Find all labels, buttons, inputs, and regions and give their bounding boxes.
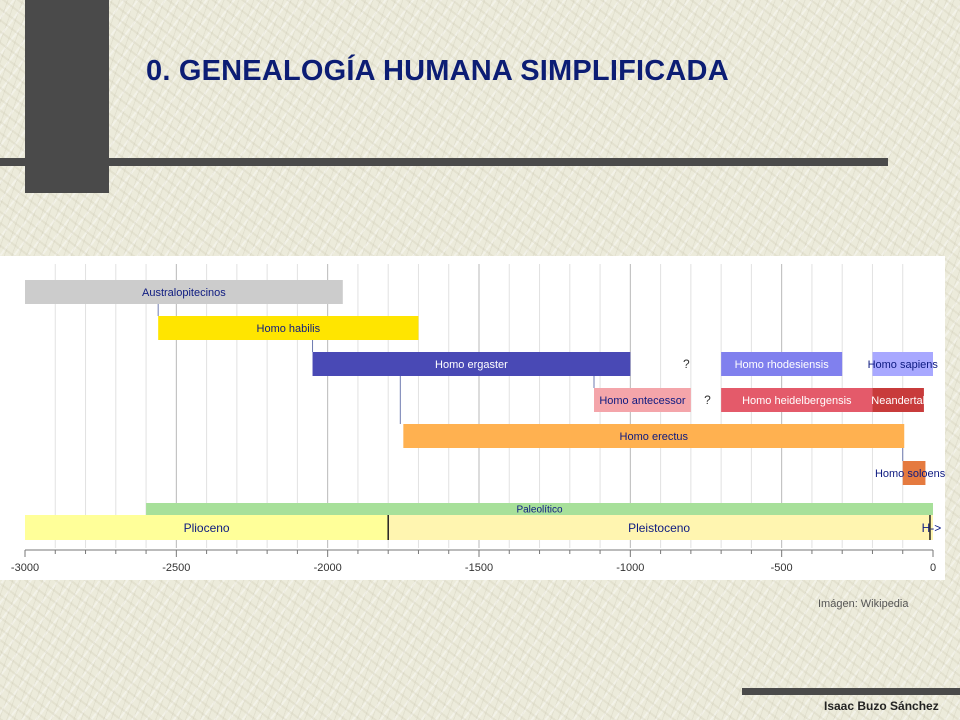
title-divider-rule: [0, 158, 888, 166]
bar-label-homo-rhodesiensis: Homo rhodesiensis: [735, 359, 830, 371]
bar-homo-erectus: [403, 424, 905, 448]
bar-label-homo-heidelbergensis: Homo heidelbergensis: [742, 395, 852, 407]
x-axis: -3000 -2500 -2000 -1500 -1000 -500 0: [11, 549, 936, 574]
bar-neandertal: [872, 388, 924, 412]
question-mark: ?: [704, 393, 711, 407]
genealogy-timeline-chart: Australopitecinos Homo habilis Homo ergast…: [0, 256, 954, 580]
x-tick-label: -1500: [465, 562, 493, 574]
x-tick-label: -1000: [616, 562, 644, 574]
x-tick-label: -3000: [11, 562, 39, 574]
epoch-plioceno: [25, 515, 389, 540]
footer-rule: [742, 688, 960, 695]
slide-title: 0. GENEALOGÍA HUMANA SIMPLIFICADA: [146, 55, 729, 87]
image-credit: Imágen: Wikipedia: [818, 598, 909, 610]
bar-label-homo-sapiens: Homo sapiens: [868, 359, 939, 371]
x-tick-label: -2500: [162, 562, 190, 574]
epoch-label-h: H->: [922, 521, 942, 535]
species-bars: Australopitecinos Homo habilis Homo ergast…: [25, 280, 954, 485]
bar-label-australopitecinos: Australopitecinos: [142, 287, 226, 299]
bar-homo-heidelbergensis: [721, 388, 873, 412]
bar-australopitecinos: [25, 280, 343, 304]
bar-label-homo-habilis: Homo habilis: [257, 323, 321, 335]
epoch-h: [929, 515, 933, 540]
question-marks: ??: [683, 357, 711, 407]
x-tick-label: -500: [771, 562, 793, 574]
author-name: Isaac Buzo Sánchez: [824, 699, 939, 713]
ancestry-links: [157, 304, 904, 461]
x-tick-label: -2000: [314, 562, 342, 574]
bar-label-homo-antecessor: Homo antecessor: [599, 395, 686, 407]
bar-homo-habilis: [158, 316, 419, 340]
bar-homo-sapiens: [872, 352, 933, 376]
epoch-label-pleistoceno: Pleistoceno: [628, 521, 690, 535]
bar-homo-ergaster: [312, 352, 631, 376]
epoch-bands: Paleolítico Plioceno Pleistoceno H->: [25, 503, 941, 540]
bar-label-homo-erectus: Homo erectus: [620, 431, 689, 443]
bar-homo-rhodesiensis: [721, 352, 843, 376]
epoch-paleolitico: [146, 503, 934, 515]
epoch-label-plioceno: Plioceno: [184, 521, 230, 535]
question-mark: ?: [683, 357, 690, 371]
x-tick-label: 0: [930, 562, 936, 574]
bar-label-homo-soloensis: Homo soloensis: [875, 468, 945, 480]
bar-label-homo-ergaster: Homo ergaster: [435, 359, 508, 371]
bar-homo-soloensis: [902, 461, 926, 485]
timeline-svg: Australopitecinos Homo habilis Homo ergast…: [0, 256, 954, 580]
epoch-label-paleolitico: Paleolítico: [516, 505, 563, 516]
bar-homo-antecessor: [594, 388, 691, 412]
epoch-pleistoceno: [388, 515, 930, 540]
bar-label-neandertal: Neandertal: [871, 395, 925, 407]
